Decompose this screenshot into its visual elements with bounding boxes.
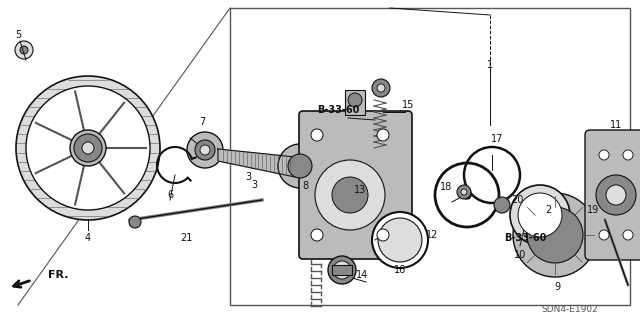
Text: 5: 5: [15, 30, 21, 40]
Circle shape: [599, 230, 609, 240]
Text: 20: 20: [511, 195, 523, 205]
Text: FR.: FR.: [48, 270, 68, 280]
Text: 2: 2: [545, 205, 551, 215]
Text: B-33-60: B-33-60: [317, 105, 359, 115]
Circle shape: [377, 129, 389, 141]
Circle shape: [513, 193, 597, 277]
Text: B-33-60: B-33-60: [504, 233, 546, 243]
Circle shape: [378, 218, 422, 262]
Text: 6: 6: [167, 190, 173, 200]
Circle shape: [527, 207, 583, 263]
Text: 21: 21: [180, 233, 192, 243]
Circle shape: [328, 256, 356, 284]
Circle shape: [278, 144, 322, 188]
Text: 4: 4: [85, 233, 91, 243]
Circle shape: [26, 86, 150, 210]
Text: 7: 7: [199, 117, 205, 127]
Circle shape: [372, 212, 428, 268]
Circle shape: [187, 132, 223, 168]
Circle shape: [70, 130, 106, 166]
Text: 3: 3: [251, 180, 257, 190]
Circle shape: [20, 46, 28, 54]
Text: SDN4-E1902: SDN4-E1902: [541, 306, 598, 315]
Circle shape: [200, 145, 210, 155]
Text: 18: 18: [440, 182, 452, 192]
Text: 9: 9: [554, 282, 560, 292]
Text: 10: 10: [514, 250, 526, 260]
Bar: [345, 90, 365, 115]
Text: 12: 12: [426, 230, 438, 240]
Text: 11: 11: [610, 120, 622, 130]
Circle shape: [463, 191, 471, 199]
Circle shape: [288, 154, 312, 178]
FancyBboxPatch shape: [585, 130, 640, 260]
Circle shape: [74, 134, 102, 162]
Circle shape: [16, 76, 160, 220]
Text: 8: 8: [302, 181, 308, 191]
Circle shape: [332, 177, 368, 213]
Circle shape: [596, 175, 636, 215]
Circle shape: [15, 41, 33, 59]
Circle shape: [348, 93, 362, 107]
Circle shape: [311, 129, 323, 141]
Circle shape: [129, 216, 141, 228]
Circle shape: [623, 230, 633, 240]
Circle shape: [372, 79, 390, 97]
Text: 17: 17: [491, 134, 503, 144]
Circle shape: [599, 150, 609, 160]
Text: 16: 16: [394, 265, 406, 275]
Circle shape: [510, 185, 570, 245]
Circle shape: [457, 185, 471, 199]
Circle shape: [623, 150, 633, 160]
Circle shape: [461, 189, 467, 195]
Circle shape: [377, 84, 385, 92]
FancyBboxPatch shape: [299, 111, 412, 259]
Circle shape: [494, 197, 510, 213]
Text: 3: 3: [246, 172, 252, 182]
Text: 14: 14: [356, 270, 368, 280]
Circle shape: [606, 185, 626, 205]
Circle shape: [333, 261, 351, 279]
Bar: [230, 8, 630, 305]
Text: 1: 1: [487, 60, 493, 70]
Circle shape: [377, 229, 389, 241]
Text: 19: 19: [587, 205, 599, 215]
Circle shape: [315, 160, 385, 230]
Bar: [332, 265, 352, 275]
Circle shape: [518, 193, 562, 237]
Circle shape: [82, 142, 94, 154]
Circle shape: [311, 229, 323, 241]
Text: 15: 15: [402, 100, 414, 110]
Circle shape: [195, 140, 215, 160]
Text: 13: 13: [354, 185, 366, 195]
Polygon shape: [218, 149, 295, 177]
